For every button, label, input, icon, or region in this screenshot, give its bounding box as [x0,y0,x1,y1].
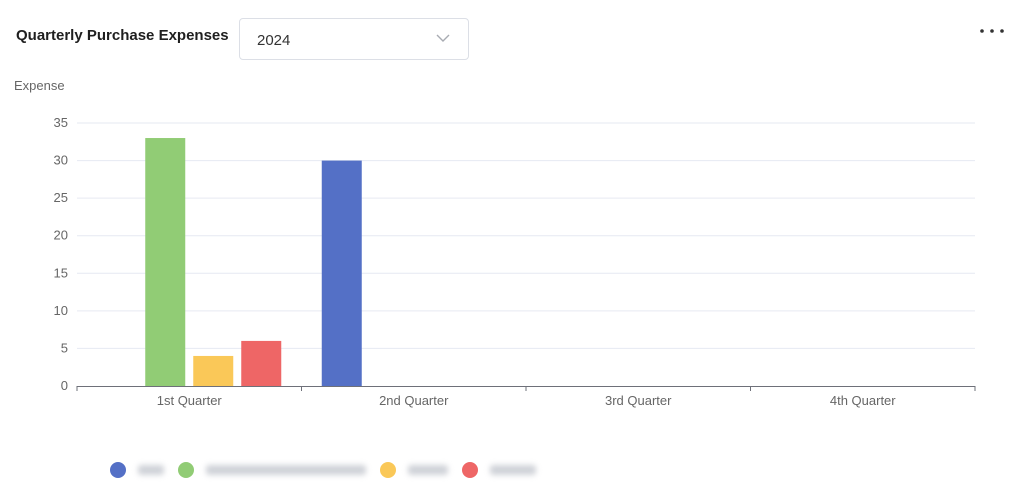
x-tick-label: 3rd Quarter [605,393,672,408]
y-tick-label: 25 [54,190,68,205]
y-tick-label: 10 [54,303,68,318]
legend-label [138,465,164,475]
y-tick-label: 15 [54,265,68,280]
bar[interactable] [193,355,234,386]
legend-item[interactable] [462,462,536,478]
x-tick-label: 1st Quarter [157,393,223,408]
y-tick-label: 35 [54,115,68,130]
y-tick-label: 0 [61,378,68,393]
bar[interactable] [321,160,362,386]
more-horizontal-icon[interactable] [978,22,1006,40]
legend-dot [380,462,396,478]
chevron-down-icon [436,34,450,42]
y-tick-label: 30 [54,153,68,168]
y-tick-label: 5 [61,340,68,355]
x-tick-label: 2nd Quarter [379,393,449,408]
bar-chart: Expense 0 5 10 15 20 25 30 35 1st Quarter 2nd Qua… [14,78,976,408]
legend-dot [462,462,478,478]
chart-header: Quarterly Purchase Expenses 2024 [16,18,1006,62]
chart-title: Quarterly Purchase Expenses [16,27,229,44]
legend-item[interactable] [178,462,366,478]
legend-label [206,465,366,475]
year-select[interactable]: 2024 [239,18,469,60]
year-select-value: 2024 [257,32,291,49]
legend-item[interactable] [110,462,164,478]
bar[interactable] [145,138,186,386]
y-axis-label: Expense [14,78,65,93]
chart-legend [110,460,550,480]
legend-label [408,465,448,475]
legend-dot [178,462,194,478]
bar[interactable] [241,340,282,386]
x-tick-label: 4th Quarter [830,393,896,408]
legend-label [490,465,536,475]
y-tick-label: 20 [54,228,68,243]
legend-dot [110,462,126,478]
legend-item[interactable] [380,462,448,478]
